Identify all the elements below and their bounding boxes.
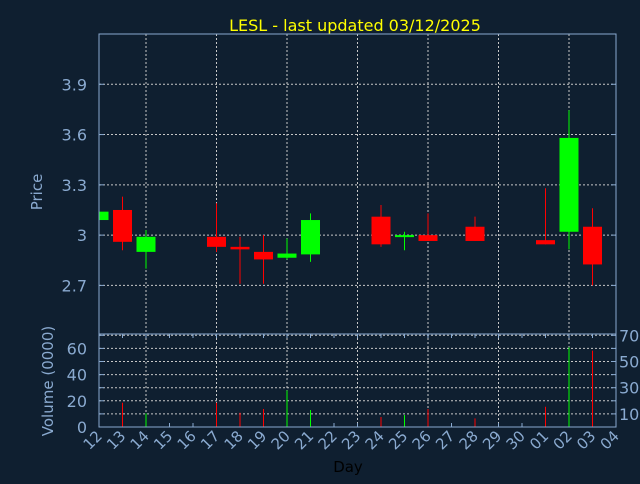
candle-body <box>301 220 320 255</box>
candle-body <box>207 236 226 247</box>
candle-body <box>113 209 132 242</box>
candle-body <box>277 253 297 258</box>
volume-tick-label: 0 <box>77 418 87 437</box>
volume-tick-label: 70 <box>619 326 639 345</box>
candle-body <box>99 211 109 221</box>
candle-body <box>136 236 156 252</box>
candle-body <box>371 216 391 245</box>
volume-tick-label: 40 <box>67 366 87 385</box>
price-tick-label: 3.3 <box>62 176 87 195</box>
volume-axis-label: Volume (0000) <box>39 326 57 436</box>
chart-title: LESL - last updated 03/12/2025 <box>229 16 481 35</box>
price-tick-label: 3 <box>77 226 87 245</box>
volume-tick-label: 20 <box>67 392 87 411</box>
candle-body <box>583 226 602 265</box>
x-axis-label: Day <box>333 458 363 476</box>
volume-tick-label: 10 <box>619 405 639 424</box>
volume-tick-label: 60 <box>67 339 87 358</box>
candle-body <box>254 251 273 260</box>
candle-body <box>465 226 485 241</box>
price-tick-label: 3.6 <box>62 126 87 145</box>
candle-body <box>230 246 250 250</box>
candle-body <box>418 235 438 241</box>
price-tick-label: 2.7 <box>62 276 87 295</box>
candle-body <box>536 240 555 245</box>
volume-plot-frame <box>98 333 617 428</box>
price-tick-label: 3.9 <box>62 75 87 94</box>
candle-body <box>559 137 579 232</box>
volume-tick-label: 50 <box>619 353 639 372</box>
volume-tick-label: 30 <box>619 379 639 398</box>
price-axis-label: Price <box>28 174 46 211</box>
candle-body <box>395 235 414 238</box>
